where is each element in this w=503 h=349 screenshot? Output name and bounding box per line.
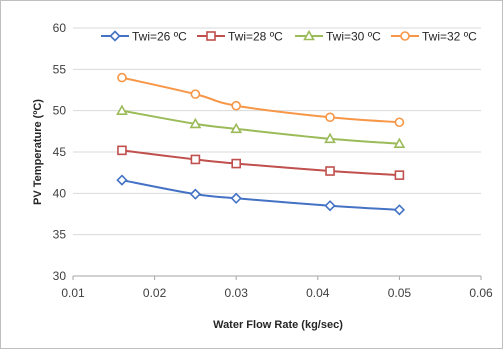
y-axis-title: PV Temperature (ºC) [32,99,44,205]
data-point [117,145,127,156]
data-point [393,204,406,216]
x-tick-label: 0.05 [388,286,412,300]
data-point [325,112,335,123]
legend-marker [400,31,410,41]
data-point [325,166,335,176]
x-tick-label: 0.03 [225,286,249,300]
legend-label: Twi=28 ºC [228,30,283,44]
y-tick-label: 60 [53,21,67,35]
y-tick-label: 50 [53,104,67,118]
y-tick-label: 45 [53,145,67,159]
legend-marker [206,31,216,41]
data-point [189,188,202,200]
data-point [230,192,242,204]
data-point [393,137,406,149]
legend-label: Twi=26 ºC [132,30,187,44]
series-line [121,109,400,145]
x-tick-label: 0.02 [143,286,167,300]
series-2 [117,145,405,180]
data-point [117,72,127,83]
legend-marker [109,30,121,42]
x-tick-label: 0.06 [469,286,493,300]
data-point [394,170,405,180]
series-line [121,179,400,211]
series-line [121,76,400,124]
axes: 30 35 40 45 50 55 60 0.01 0.02 0.03 0.04 0.05 0.06 [53,21,493,300]
data-point [231,100,241,111]
legend-item-2: Twi=28 ºC [197,30,283,44]
data-point [394,117,405,128]
series-layer [116,72,406,216]
legend-item-3: Twi=30 ºC [295,30,381,44]
series-line [121,149,400,177]
grid-lines [73,27,481,236]
data-point [190,154,201,165]
data-point [230,122,243,134]
y-tick-label: 40 [53,186,67,200]
series-1 [116,174,406,216]
data-point [116,174,128,186]
x-axis-title: Water Flow Rate (kg/sec) [213,319,343,331]
y-tick-label: 55 [53,62,67,76]
series-4 [117,72,405,128]
x-tick-label: 0.04 [306,286,330,300]
legend-item-1: Twi=26 ºC [101,30,187,44]
data-point [324,132,336,144]
legend-marker [303,29,315,41]
legend-label: Twi=32 ºC [422,30,477,44]
data-point [190,89,201,99]
data-point [324,200,336,212]
data-point [116,104,128,115]
y-tick-label: 30 [53,269,67,283]
legend-item-4: Twi=32 ºC [391,30,477,44]
data-point [189,117,202,129]
y-tick-label: 35 [53,228,67,242]
x-tick-label: 0.01 [61,286,85,300]
data-point [231,158,241,169]
legend: Twi=26 ºC Twi=28 ºC Twi=30 ºC Twi=32 ºC [101,30,477,44]
legend-label: Twi=30 ºC [326,30,381,44]
series-3 [116,104,406,149]
